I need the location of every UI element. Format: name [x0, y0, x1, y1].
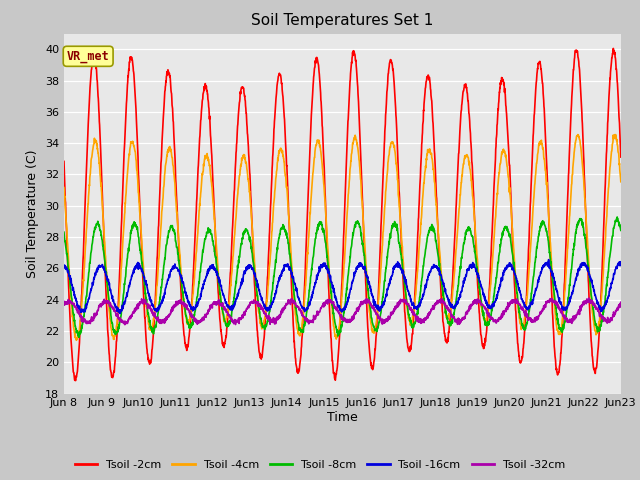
Tsoil -2cm	[72, 378, 79, 384]
X-axis label: Time: Time	[327, 411, 358, 424]
Tsoil -2cm	[617, 154, 625, 160]
Tsoil -16cm	[116, 311, 124, 316]
Tsoil -32cm	[568, 321, 575, 326]
Tsoil -4cm	[504, 175, 512, 180]
Tsoil -2cm	[60, 158, 68, 164]
Tsoil -2cm	[359, 201, 367, 207]
Tsoil -8cm	[613, 214, 621, 220]
Y-axis label: Soil Temperature (C): Soil Temperature (C)	[26, 149, 39, 278]
Tsoil -32cm	[371, 307, 379, 312]
Tsoil -16cm	[504, 264, 512, 269]
Tsoil -16cm	[371, 301, 379, 307]
Line: Tsoil -8cm: Tsoil -8cm	[64, 217, 621, 337]
Tsoil -32cm	[121, 322, 129, 327]
Tsoil -4cm	[584, 234, 591, 240]
Tsoil -8cm	[359, 240, 367, 246]
Line: Tsoil -16cm: Tsoil -16cm	[64, 260, 621, 313]
Tsoil -16cm	[617, 259, 625, 265]
Legend: Tsoil -2cm, Tsoil -4cm, Tsoil -8cm, Tsoil -16cm, Tsoil -32cm: Tsoil -2cm, Tsoil -4cm, Tsoil -8cm, Tsoi…	[70, 456, 570, 474]
Tsoil -32cm	[216, 302, 223, 308]
Tsoil -4cm	[568, 181, 575, 187]
Tsoil -16cm	[584, 268, 591, 274]
Line: Tsoil -32cm: Tsoil -32cm	[64, 298, 621, 324]
Tsoil -8cm	[617, 228, 625, 233]
Line: Tsoil -2cm: Tsoil -2cm	[64, 48, 621, 381]
Tsoil -4cm	[359, 206, 367, 212]
Tsoil -4cm	[611, 132, 619, 137]
Tsoil -32cm	[585, 295, 593, 301]
Tsoil -8cm	[60, 229, 68, 235]
Tsoil -32cm	[60, 301, 68, 307]
Tsoil -2cm	[584, 251, 591, 257]
Tsoil -4cm	[216, 286, 223, 292]
Tsoil -4cm	[617, 179, 625, 185]
Tsoil -2cm	[216, 311, 223, 316]
Tsoil -4cm	[72, 337, 80, 343]
Tsoil -4cm	[60, 185, 68, 191]
Tsoil -8cm	[371, 328, 379, 334]
Text: VR_met: VR_met	[67, 50, 109, 63]
Tsoil -16cm	[568, 289, 576, 295]
Tsoil -16cm	[60, 263, 68, 269]
Tsoil -2cm	[568, 94, 575, 100]
Tsoil -2cm	[371, 350, 379, 356]
Tsoil -2cm	[504, 144, 512, 150]
Tsoil -4cm	[371, 327, 379, 333]
Tsoil -8cm	[568, 264, 575, 269]
Title: Soil Temperatures Set 1: Soil Temperatures Set 1	[252, 13, 433, 28]
Tsoil -16cm	[545, 257, 552, 263]
Tsoil -8cm	[504, 229, 512, 235]
Tsoil -32cm	[504, 302, 512, 308]
Tsoil -8cm	[75, 334, 83, 340]
Line: Tsoil -4cm: Tsoil -4cm	[64, 134, 621, 340]
Tsoil -8cm	[216, 286, 223, 292]
Tsoil -8cm	[584, 253, 591, 259]
Tsoil -32cm	[584, 298, 591, 304]
Tsoil -16cm	[359, 263, 367, 269]
Tsoil -16cm	[216, 276, 223, 282]
Tsoil -32cm	[359, 299, 367, 304]
Tsoil -2cm	[609, 46, 617, 51]
Tsoil -32cm	[617, 300, 625, 305]
